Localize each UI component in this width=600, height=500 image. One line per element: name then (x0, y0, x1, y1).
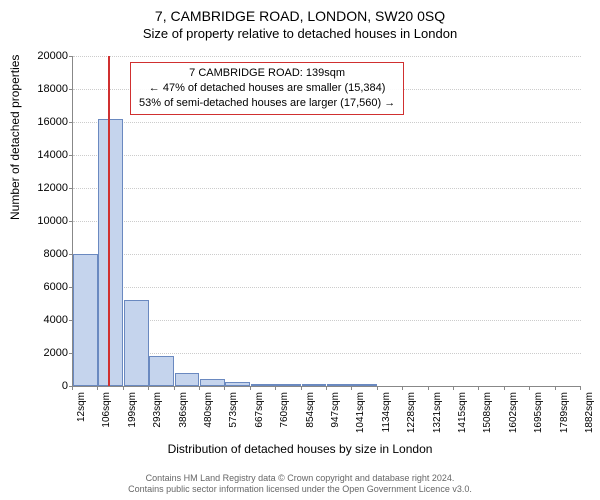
x-tick-label: 760sqm (279, 392, 290, 442)
x-tick-label: 1508sqm (482, 392, 493, 442)
y-tick-label: 0 (8, 380, 68, 392)
histogram-bar (327, 384, 352, 386)
x-tick-label: 199sqm (127, 392, 138, 442)
x-tick-label: 293sqm (152, 392, 163, 442)
gridline (73, 320, 581, 321)
y-tick-mark (69, 122, 73, 123)
x-tick-label: 386sqm (178, 392, 189, 442)
histogram-bar (352, 384, 377, 386)
y-tick-label: 6000 (8, 281, 68, 293)
x-tick-mark (275, 386, 276, 390)
x-tick-label: 1602sqm (508, 392, 519, 442)
y-tick-label: 10000 (8, 215, 68, 227)
gridline (73, 155, 581, 156)
x-tick-label: 854sqm (305, 392, 316, 442)
y-tick-mark (69, 56, 73, 57)
y-tick-label: 8000 (8, 248, 68, 260)
x-tick-label: 12sqm (76, 392, 87, 442)
y-tick-mark (69, 89, 73, 90)
histogram-bar (73, 254, 98, 386)
histogram-bar (302, 384, 327, 386)
x-tick-label: 667sqm (254, 392, 265, 442)
x-tick-label: 1321sqm (432, 392, 443, 442)
gridline (73, 221, 581, 222)
x-tick-label: 1882sqm (584, 392, 595, 442)
x-tick-label: 106sqm (101, 392, 112, 442)
x-tick-mark (199, 386, 200, 390)
histogram-bar (251, 384, 276, 386)
x-tick-label: 947sqm (330, 392, 341, 442)
y-tick-mark (69, 155, 73, 156)
x-tick-mark (148, 386, 149, 390)
histogram-bar (124, 300, 149, 386)
annotation-line-1: 7 CAMBRIDGE ROAD: 139sqm (139, 66, 395, 81)
x-tick-mark (377, 386, 378, 390)
x-tick-mark (250, 386, 251, 390)
gridline (73, 254, 581, 255)
x-tick-label: 1041sqm (355, 392, 366, 442)
x-tick-label: 1695sqm (533, 392, 544, 442)
y-tick-label: 16000 (8, 116, 68, 128)
x-tick-mark (351, 386, 352, 390)
x-tick-mark (555, 386, 556, 390)
reference-marker (108, 56, 110, 386)
gridline (73, 353, 581, 354)
x-tick-label: 480sqm (203, 392, 214, 442)
y-tick-label: 12000 (8, 182, 68, 194)
y-tick-label: 4000 (8, 314, 68, 326)
x-tick-label: 1134sqm (381, 392, 392, 442)
x-tick-mark (580, 386, 581, 390)
histogram-bar (98, 119, 123, 386)
y-tick-mark (69, 188, 73, 189)
gridline (73, 188, 581, 189)
annotation-line-3: 53% of semi-detached houses are larger (… (139, 96, 395, 111)
footer-line-2: Contains public sector information licen… (0, 484, 600, 496)
x-axis-title: Distribution of detached houses by size … (0, 442, 600, 456)
annotation-line-2: ← 47% of detached houses are smaller (15… (139, 81, 395, 96)
chart-container: 7, CAMBRIDGE ROAD, LONDON, SW20 0SQ Size… (0, 0, 600, 500)
x-tick-label: 1228sqm (406, 392, 417, 442)
x-tick-label: 1415sqm (457, 392, 468, 442)
y-tick-mark (69, 221, 73, 222)
y-axis-title: Number of detached properties (8, 55, 22, 220)
x-tick-mark (326, 386, 327, 390)
x-tick-mark (123, 386, 124, 390)
x-tick-mark (97, 386, 98, 390)
footer: Contains HM Land Registry data © Crown c… (0, 473, 600, 496)
y-tick-label: 2000 (8, 347, 68, 359)
footer-line-1: Contains HM Land Registry data © Crown c… (0, 473, 600, 485)
x-tick-label: 1789sqm (559, 392, 570, 442)
x-tick-mark (301, 386, 302, 390)
histogram-bar (200, 379, 225, 386)
x-tick-mark (504, 386, 505, 390)
x-tick-mark (453, 386, 454, 390)
gridline (73, 122, 581, 123)
x-tick-mark (174, 386, 175, 390)
gridline (73, 56, 581, 57)
x-tick-mark (478, 386, 479, 390)
sub-title: Size of property relative to detached ho… (0, 24, 600, 41)
x-tick-mark (402, 386, 403, 390)
y-tick-label: 14000 (8, 149, 68, 161)
histogram-bar (175, 373, 200, 386)
histogram-bar (149, 356, 174, 386)
y-tick-label: 18000 (8, 83, 68, 95)
x-tick-mark (529, 386, 530, 390)
main-title: 7, CAMBRIDGE ROAD, LONDON, SW20 0SQ (0, 0, 600, 24)
y-tick-label: 20000 (8, 50, 68, 62)
x-tick-mark (224, 386, 225, 390)
x-tick-mark (428, 386, 429, 390)
annotation-box: 7 CAMBRIDGE ROAD: 139sqm ← 47% of detach… (130, 62, 404, 115)
gridline (73, 287, 581, 288)
histogram-bar (225, 382, 250, 386)
histogram-bar (276, 384, 301, 386)
x-tick-label: 573sqm (228, 392, 239, 442)
x-tick-mark (72, 386, 73, 390)
